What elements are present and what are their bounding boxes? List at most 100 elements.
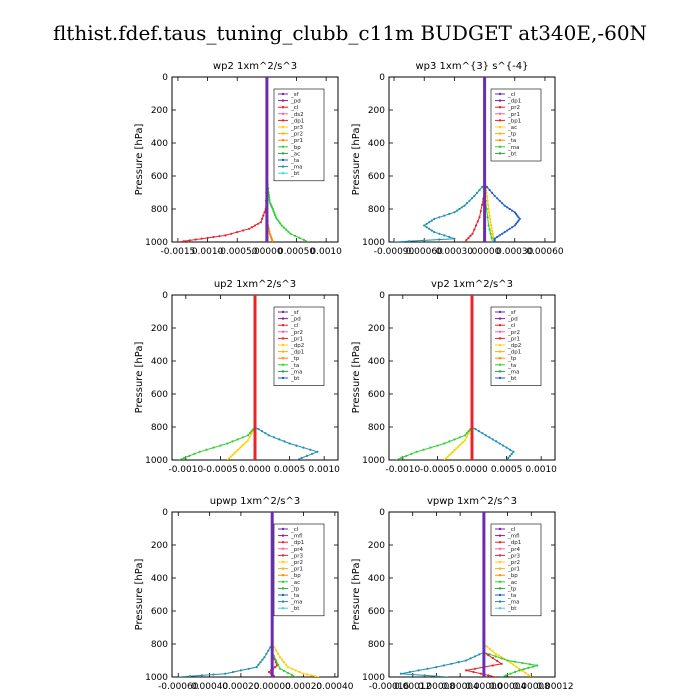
legend-marker — [281, 350, 285, 353]
series-marker — [250, 226, 254, 229]
series-marker — [253, 295, 257, 297]
series-group — [395, 295, 515, 460]
series-line-dp1 — [178, 295, 256, 460]
plot-frame — [171, 511, 339, 678]
legend-entry: _bp1 — [507, 118, 521, 124]
legend-marker — [498, 560, 502, 564]
legend-marker — [281, 357, 285, 360]
series-marker — [273, 212, 276, 215]
series-marker — [489, 232, 492, 235]
x-tick-label: 0.00050 — [278, 247, 315, 257]
legend-entry: _ds2 — [290, 112, 304, 118]
series-marker — [471, 232, 474, 235]
series-marker — [516, 214, 519, 217]
series-marker — [465, 432, 468, 435]
series-marker — [271, 512, 274, 514]
legend-marker — [498, 580, 502, 583]
legend-marker — [281, 106, 285, 109]
series-marker — [465, 435, 468, 438]
series-marker — [496, 659, 499, 663]
series-marker — [268, 670, 271, 674]
series-marker — [508, 448, 512, 451]
series-marker — [231, 440, 234, 443]
legend-entry: _bp — [290, 573, 301, 579]
series-marker — [231, 453, 234, 457]
series-marker — [522, 668, 526, 671]
legend-entry: _pd — [507, 317, 518, 323]
y-tick-label: 200 — [151, 106, 168, 116]
series-marker — [451, 450, 455, 453]
series-marker — [435, 666, 438, 669]
series-marker — [228, 457, 231, 460]
series-marker — [488, 228, 491, 231]
y-axis-label: Pressure [hPa] — [134, 559, 145, 631]
legend-marker — [498, 376, 502, 380]
series-marker — [205, 448, 208, 451]
series-marker — [473, 667, 477, 670]
series-marker — [468, 199, 471, 202]
series-marker — [240, 445, 243, 448]
panel-title: vp2 1xm^2/s^3 — [431, 279, 513, 290]
legend-marker — [498, 337, 502, 340]
series-marker — [268, 201, 271, 204]
series-marker — [470, 417, 474, 420]
series-marker — [487, 674, 490, 677]
figure-title: flthist.fdef.taus_tuning_clubb_c11m BUDG… — [53, 21, 647, 45]
series-marker — [423, 674, 426, 677]
y-tick-label: 0 — [162, 291, 168, 301]
series-marker — [236, 231, 239, 234]
legend-marker — [281, 119, 285, 122]
series-marker — [282, 226, 285, 229]
series-marker — [232, 670, 235, 674]
series-marker — [506, 659, 509, 662]
legend-marker — [498, 99, 502, 102]
legend-marker — [281, 152, 285, 155]
series-marker — [536, 664, 539, 667]
y-tick-label: 0 — [162, 508, 168, 518]
series-marker — [491, 664, 494, 667]
legend-entry: _ma — [290, 600, 302, 606]
legend-entry: _dp2 — [290, 343, 304, 349]
x-tick-label: .00000 — [469, 247, 501, 257]
series-marker — [478, 216, 481, 219]
series-marker — [470, 335, 474, 338]
series-marker — [410, 452, 413, 455]
legend-marker — [498, 363, 502, 366]
x-tick-label: 0.00020 — [222, 682, 259, 692]
series-marker — [513, 224, 516, 227]
y-tick-label: 600 — [151, 607, 168, 617]
series-line-dp1 — [177, 77, 268, 242]
legend-box — [273, 88, 325, 182]
series-marker — [306, 673, 309, 676]
x-tick-label: 0.00008 — [513, 682, 550, 692]
x-tick-label: 0.00008 — [418, 682, 455, 692]
legend-box — [490, 523, 542, 617]
series-marker — [198, 450, 201, 453]
y-tick-label: 1000 — [362, 238, 385, 248]
y-tick-label: 400 — [151, 574, 168, 584]
series-marker — [275, 659, 278, 662]
series-marker — [241, 436, 244, 439]
y-tick-label: 200 — [368, 541, 385, 551]
series-marker — [488, 211, 491, 214]
y-tick-label: 800 — [151, 205, 168, 215]
series-marker — [433, 217, 436, 220]
series-marker — [248, 435, 251, 438]
legend-entry: _pr3 — [290, 125, 304, 131]
series-marker — [265, 179, 268, 182]
series-marker — [528, 663, 531, 666]
series-marker — [271, 207, 274, 211]
series-marker — [491, 191, 494, 194]
legend-marker — [498, 593, 502, 597]
series-marker — [460, 206, 463, 209]
series-marker — [505, 674, 508, 677]
series-marker — [464, 439, 467, 442]
series-marker — [302, 238, 305, 241]
legend-entry: _ac — [507, 125, 517, 131]
series-marker — [489, 221, 492, 224]
series-line-pr1 — [443, 295, 473, 460]
x-tick-label: -0.0010 — [168, 465, 203, 475]
series-marker — [481, 186, 484, 189]
series-marker — [511, 209, 514, 212]
series-marker — [277, 663, 280, 666]
